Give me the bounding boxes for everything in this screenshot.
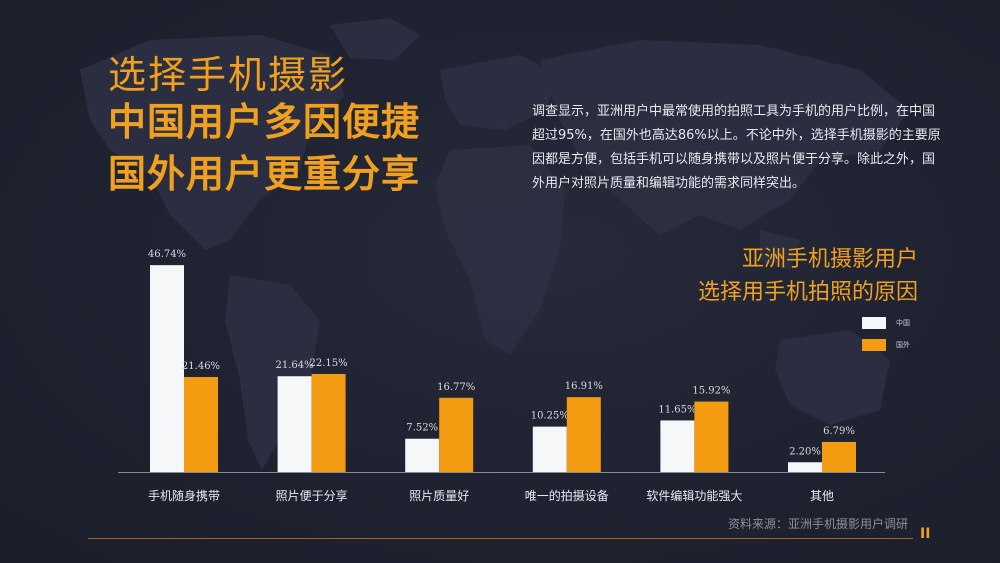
legend-item-china: 中国 <box>862 312 910 334</box>
chart-title: 亚洲手机摄影用户 选择用手机拍照的原因 <box>698 243 918 309</box>
bar-china-4 <box>660 420 695 472</box>
data-label-foreign-5: 6.79% <box>823 426 855 437</box>
data-label-foreign-2: 16.77% <box>437 382 475 393</box>
description-paragraph: 调查显示，亚洲用户中最常使用的拍照工具为手机的用户比例，在中国超过95%，在国外… <box>532 104 941 191</box>
bar-foreign-0 <box>184 377 218 472</box>
bar-foreign-3 <box>566 397 601 472</box>
bar-china-2 <box>405 438 440 472</box>
page-title-line-2: 国外用户更重分享 <box>108 152 421 196</box>
data-label-china-5: 2.20% <box>789 446 821 457</box>
bar-foreign-4 <box>694 401 729 472</box>
data-label-foreign-1: 22.15% <box>310 358 348 369</box>
bar-foreign-1 <box>311 373 346 472</box>
category-label-0: 手机随身携带 <box>148 488 220 503</box>
page-title: 中国用户多因便捷 国外用户更重分享 <box>108 96 420 200</box>
bar-foreign-2 <box>439 397 474 472</box>
bar-china-1 <box>277 376 312 472</box>
bar-china-0 <box>150 265 184 472</box>
chart-title-line-2: 选择用手机拍照的原因 <box>697 280 918 305</box>
category-label-2: 照片质量好 <box>409 489 469 503</box>
data-label-foreign-4: 15.92% <box>692 386 730 397</box>
data-label-china-3: 10.25% <box>531 411 569 422</box>
pause-icon: II <box>920 526 931 542</box>
legend-swatch-china <box>862 317 886 329</box>
bar-china-5 <box>788 462 822 472</box>
legend-item-foreign: 国外 <box>862 334 910 356</box>
bar-china-3 <box>532 426 567 472</box>
data-label-china-1: 21.64% <box>276 360 314 371</box>
legend-label-china: 中国 <box>896 319 910 327</box>
footer-divider <box>88 538 913 539</box>
category-label-1: 照片便于分享 <box>276 488 348 503</box>
category-label-5: 其他 <box>810 489 834 503</box>
category-label-4: 软件编辑功能强大 <box>646 488 742 503</box>
legend-swatch-foreign <box>862 339 886 351</box>
chart-legend: 中国 国外 <box>862 312 910 356</box>
data-label-china-0: 46.74% <box>148 249 186 260</box>
category-label-3: 唯一的拍摄设备 <box>525 488 609 503</box>
source-note: 资料来源：亚洲手机摄影用户调研 <box>727 517 908 531</box>
page-subtitle: 选择手机摄影 <box>108 53 349 97</box>
legend-label-foreign: 国外 <box>896 341 910 349</box>
data-label-china-2: 7.52% <box>406 423 438 434</box>
data-label-foreign-3: 16.91% <box>565 381 603 392</box>
data-label-china-4: 11.65% <box>658 404 696 415</box>
chart-title-line-1: 亚洲手机摄影用户 <box>741 247 918 272</box>
data-label-foreign-0: 21.46% <box>182 361 220 372</box>
bar-foreign-5 <box>822 441 856 472</box>
page-title-line-1: 中国用户多因便捷 <box>108 100 421 144</box>
